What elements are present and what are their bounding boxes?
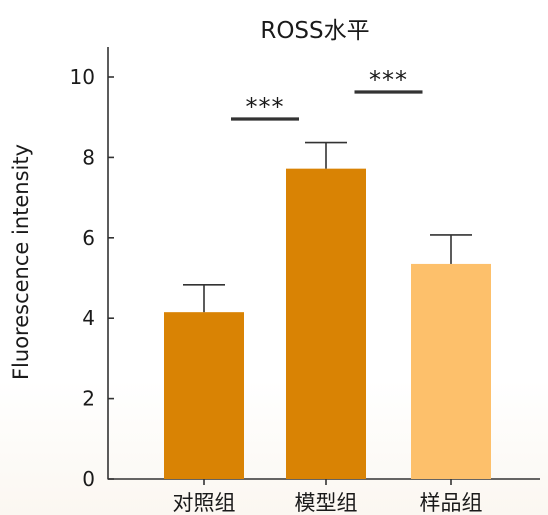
bar: [286, 168, 366, 479]
y-tick-labels: 0 2 4 6 8 10: [70, 65, 95, 491]
x-tick-label: 模型组: [295, 491, 358, 515]
y-tick-label: 4: [82, 306, 95, 330]
significance-marks: *** ***: [231, 66, 423, 121]
x-tick-labels: 对照组 模型组 样品组: [173, 491, 483, 515]
bars: [164, 168, 491, 479]
y-tick-label: 8: [82, 145, 95, 169]
y-tick-label: 6: [82, 226, 95, 250]
x-tick-label: 样品组: [420, 491, 483, 515]
y-tick-label: 10: [70, 65, 95, 89]
bar: [164, 312, 244, 479]
significance-label: ***: [369, 66, 408, 94]
y-tick-label: 0: [82, 467, 95, 491]
error-bars: [183, 141, 472, 313]
y-tick-label: 2: [82, 387, 95, 411]
y-axis-label: Fluorescence intensity: [9, 144, 33, 380]
chart-title: ROSS水平: [260, 18, 369, 44]
bar: [411, 263, 491, 479]
x-tick-label: 对照组: [173, 491, 236, 515]
significance-label: ***: [246, 93, 285, 121]
